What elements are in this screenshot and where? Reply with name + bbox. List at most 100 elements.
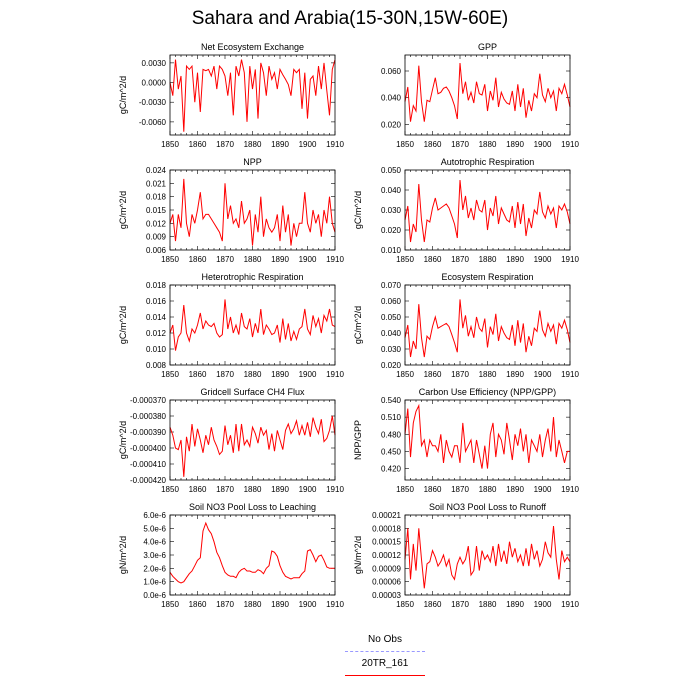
panel-4-ytick-label: 0.040 [381, 186, 402, 195]
panel-1-ytick-label: 0.0000 [142, 79, 167, 88]
panel-10-ytick-label: 0.00021 [372, 511, 401, 520]
panel-2-xtick-label: 1890 [506, 140, 524, 149]
panel-9-xtick-label: 1880 [244, 600, 262, 609]
panel-10-xtick-label: 1870 [451, 600, 469, 609]
panel-4-xtick-label: 1860 [424, 255, 442, 264]
panel-6-frame [404, 284, 571, 366]
panel-5-xtick-label: 1900 [299, 370, 317, 379]
panel-7-ytick-label: -0.000380 [130, 412, 167, 421]
panel-10-ylabel: gN/m^2/d [353, 536, 363, 574]
panel-4-ytick-label: 0.010 [381, 246, 402, 255]
panel-8-ytick-label: 0.510 [381, 413, 402, 422]
panel-2-title: GPP [478, 42, 497, 52]
panel-5-frame [169, 284, 336, 366]
panel-8-ytick-label: 0.480 [381, 430, 402, 439]
panel-2-frame [404, 54, 571, 136]
panel-5-ylabel: gC/m^2/d [118, 306, 128, 344]
panel-10-xtick-label: 1850 [396, 600, 414, 609]
panel-8-ytick-label: 0.420 [381, 465, 402, 474]
panel-3-ytick-label: 0.021 [146, 179, 167, 188]
panel-4-frame [404, 169, 571, 251]
panel-9-ytick-label: 3.0e-6 [143, 551, 166, 560]
panel-10-ytick-label: 0.00003 [372, 591, 401, 600]
panel-9-ylabel: gN/m^2/d [118, 536, 128, 574]
panel-5-ytick-label: 0.014 [146, 313, 167, 322]
panel-6-ylabel: gC/m^2/d [353, 306, 363, 344]
panel-7-ylabel: gC/m^2/d [118, 421, 128, 459]
panel-4-xtick-label: 1900 [534, 255, 552, 264]
panel-1-xtick-label: 1860 [189, 140, 207, 149]
panel-1: Net Ecosystem Exchange 1850 1860 1870 1880 18… [118, 42, 344, 149]
panel-9-xtick-label: 1870 [216, 600, 234, 609]
panel-3-ylabel: gC/m^2/d [118, 191, 128, 229]
panel-9-ytick-label: 2.0e-6 [143, 564, 166, 573]
panel-3: NPP 1850 1860 1870 1880 1890 1900 1910 0.006 0.00… [118, 157, 344, 264]
chart-title: Sahara and Arabia(15-30N,15W-60E) [191, 8, 509, 29]
panel-1-ytick-label: 0.0030 [142, 59, 167, 68]
panel-3-xtick-label: 1850 [161, 255, 179, 264]
panel-5-xtick-label: 1860 [189, 370, 207, 379]
legend: No Obs 20TR_161 [330, 632, 440, 692]
panel-6-xtick-label: 1850 [396, 370, 414, 379]
panel-2-series-line [404, 62, 571, 122]
panel-3-xtick-label: 1900 [299, 255, 317, 264]
panel-8-ytick-label: 0.450 [381, 447, 402, 456]
panel-9-series-line [169, 521, 335, 584]
panel-5-xtick-label: 1870 [216, 370, 234, 379]
panel-8: Carbon Use Efficiency (NPP/GPP) 1850 1860 1… [353, 387, 579, 494]
panel-4-ytick-label: 0.020 [381, 226, 402, 235]
panel-5: Heterotrophic Respiration 1850 1860 1870 188… [118, 272, 344, 379]
panel-9-xtick-label: 1900 [299, 600, 317, 609]
panel-6-ytick-label: 0.050 [381, 313, 402, 322]
panel-10-series-line [404, 526, 571, 589]
panel-7-xtick-label: 1870 [216, 485, 234, 494]
panel-4-ytick-label: 0.050 [381, 166, 402, 175]
panel-7-frame [169, 399, 336, 481]
panel-3-series-line [169, 178, 336, 246]
panel-7-ytick-label: -0.000400 [130, 444, 167, 453]
panel-5-xtick-label: 1850 [161, 370, 179, 379]
panel-2-ytick-label: 0.060 [381, 67, 402, 76]
panel-6-ytick-label: 0.020 [381, 361, 402, 370]
panel-9-xtick-label: 1860 [189, 600, 207, 609]
panel-3-ytick-label: 0.024 [146, 166, 167, 175]
panel-5-xtick-label: 1880 [244, 370, 262, 379]
panel-7-series-line [169, 415, 336, 477]
panel-1-xtick-label: 1910 [326, 140, 344, 149]
panel-4-ytick-label: 0.030 [381, 206, 402, 215]
panel-10: Soil NO3 Pool Loss to Runoff 1850 1860 1870… [353, 502, 579, 609]
panel-8-xtick-label: 1880 [479, 485, 497, 494]
panel-10-xtick-label: 1900 [534, 600, 552, 609]
panel-4-xtick-label: 1910 [561, 255, 579, 264]
panel-6-ytick-label: 0.040 [381, 329, 402, 338]
panel-7-xtick-label: 1880 [244, 485, 262, 494]
panel-8-series-line [404, 403, 570, 469]
panel-3-ytick-label: 0.012 [146, 219, 167, 228]
panel-10-xtick-label: 1890 [506, 600, 524, 609]
panel-8-xtick-label: 1910 [561, 485, 579, 494]
panel-6-xtick-label: 1900 [534, 370, 552, 379]
panel-8-xtick-label: 1860 [424, 485, 442, 494]
panel-9-ytick-label: 5.0e-6 [143, 524, 166, 533]
panel-7-ytick-label: -0.000370 [130, 396, 167, 405]
panel-5-title: Heterotrophic Respiration [201, 272, 303, 282]
panel-6-title: Ecosystem Respiration [441, 272, 533, 282]
panel-1-xtick-label: 1880 [244, 140, 262, 149]
panel-8-xtick-label: 1870 [451, 485, 469, 494]
panel-7: Gridcell Surface CH4 Flux 1850 1860 1870 188… [118, 387, 344, 494]
panel-9-title: Soil NO3 Pool Loss to Leaching [189, 502, 316, 512]
panel-6: Ecosystem Respiration 1850 1860 1870 1880 189… [353, 272, 579, 379]
panel-6-xtick-label: 1910 [561, 370, 579, 379]
panel-7-xtick-label: 1900 [299, 485, 317, 494]
panel-1-ytick-label: -0.0030 [139, 98, 167, 107]
panel-8-xtick-label: 1900 [534, 485, 552, 494]
panel-8-title: Carbon Use Efficiency (NPP/GPP) [419, 387, 556, 397]
panel-9-frame [169, 514, 336, 596]
panel-3-xtick-label: 1860 [189, 255, 207, 264]
panel-1-frame [169, 54, 336, 136]
panel-9: Soil NO3 Pool Loss to Leaching 1850 1860 18… [118, 502, 344, 609]
panel-6-xtick-label: 1890 [506, 370, 524, 379]
panel-9-ytick-label: 0.0e-6 [143, 591, 166, 600]
panel-3-ytick-label: 0.006 [146, 246, 167, 255]
